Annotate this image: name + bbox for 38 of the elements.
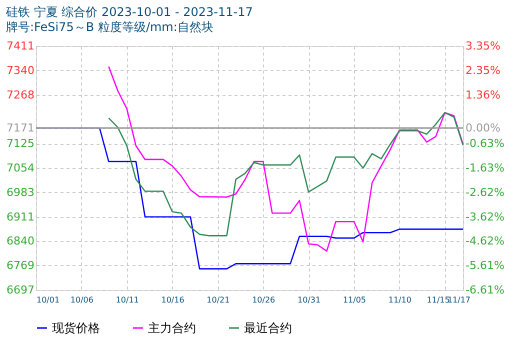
x-tick-label: 11/05 xyxy=(342,296,366,304)
x-tick-label: 10/31 xyxy=(298,296,321,304)
line-series xyxy=(108,112,464,236)
x-tick-label: 10/16 xyxy=(161,296,184,304)
y-tick-label: 6983 xyxy=(6,186,34,199)
x-tick-label: 10/01 xyxy=(36,296,60,304)
y-tick-label: 7125 xyxy=(6,137,34,150)
y-tick-label: 7054 xyxy=(6,162,34,174)
y-tick-label: 7268 xyxy=(6,88,34,102)
chart-title: 硅铁 宁夏 综合价 2023-10-01 - 2023-11-17 xyxy=(5,5,253,19)
line-series xyxy=(108,66,464,252)
y-tick-label: 6911 xyxy=(6,210,34,224)
y-tick-label: 6840 xyxy=(6,234,34,248)
y2-tick-label: -1.63% xyxy=(466,162,504,174)
y2-tick-label: -0.63% xyxy=(466,137,504,150)
x-tick-label: 11/10 xyxy=(388,296,412,304)
x-tick-label: 10/06 xyxy=(70,296,94,304)
y2-tick-label: -5.61% xyxy=(466,259,504,272)
y2-tick-label: 3.35% xyxy=(466,40,500,52)
y2-tick-label: -3.62% xyxy=(466,210,504,224)
y-tick-label: 7171 xyxy=(6,122,34,135)
y-tick-label: 6769 xyxy=(6,258,34,272)
chart-subtitle: 牌号:FeSi75～B 粒度等级/mm:自然块 xyxy=(6,20,214,34)
y-tick-label: 7340 xyxy=(6,64,34,77)
legend-label: 现货价格 xyxy=(52,321,100,335)
x-tick-label: 10/21 xyxy=(206,296,230,304)
x-tick-label: 10/26 xyxy=(252,296,276,304)
y2-tick-label: 0.00% xyxy=(466,122,500,135)
y2-tick-label: -6.61% xyxy=(466,284,504,296)
legend-label: 主力合约 xyxy=(148,321,196,335)
y2-tick-label: 2.35% xyxy=(466,64,500,77)
legend-label: 最近合约 xyxy=(244,321,292,335)
y-tick-label: 7411 xyxy=(6,40,34,52)
x-tick-label: 10/11 xyxy=(116,296,139,304)
y2-tick-label: -4.62% xyxy=(466,234,504,248)
y-tick-label: 6697 xyxy=(6,284,34,296)
y2-tick-label: 1.36% xyxy=(466,88,500,102)
y2-tick-label: -2.62% xyxy=(466,186,504,199)
